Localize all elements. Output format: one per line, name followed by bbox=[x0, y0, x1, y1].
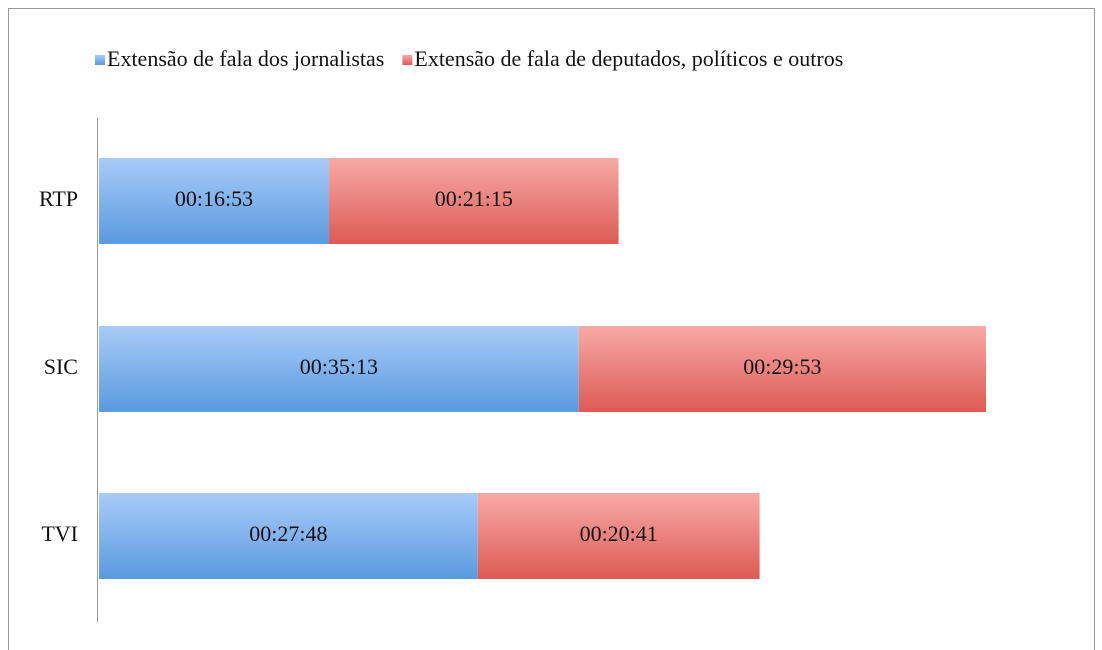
category-label: SIC bbox=[44, 354, 78, 379]
legend-label: Extensão de fala dos jornalistas bbox=[107, 46, 384, 71]
legend-label: Extensão de fala de deputados, políticos… bbox=[414, 46, 843, 71]
data-label: 00:20:41 bbox=[580, 521, 658, 546]
data-label: 00:29:53 bbox=[743, 354, 821, 379]
data-label: 00:16:53 bbox=[175, 186, 253, 211]
legend-swatch bbox=[402, 55, 413, 65]
legend-swatch bbox=[95, 55, 105, 65]
chart-frame bbox=[8, 8, 1095, 650]
category-label: TVI bbox=[41, 521, 78, 546]
data-label: 00:21:15 bbox=[435, 186, 513, 211]
bar-segment bbox=[99, 158, 330, 244]
bar-segment bbox=[99, 326, 579, 412]
bar-segment bbox=[99, 493, 478, 579]
bar-segment bbox=[329, 158, 619, 244]
data-label: 00:35:13 bbox=[300, 354, 378, 379]
bar-segment bbox=[477, 493, 760, 579]
data-label: 00:27:48 bbox=[249, 521, 327, 546]
bar-segment bbox=[578, 326, 986, 412]
category-label: RTP bbox=[39, 186, 78, 211]
